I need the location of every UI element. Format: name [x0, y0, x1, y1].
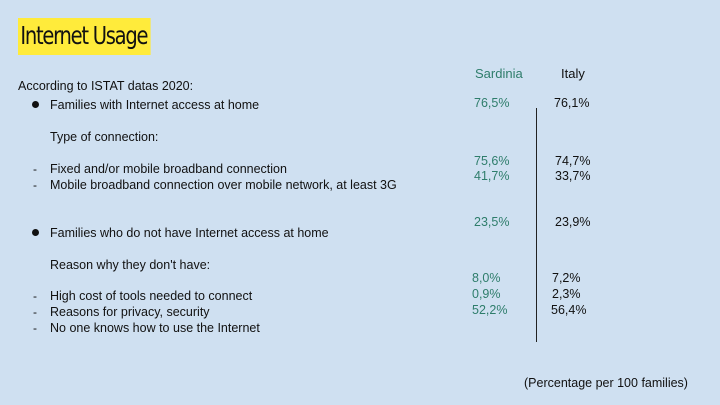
- dash-icon: -: [33, 162, 37, 176]
- row-broadband-label: Fixed and/or mobile broadband connection: [50, 162, 287, 176]
- dash-icon: -: [33, 321, 37, 335]
- column-header-sardinia: Sardinia: [475, 66, 523, 81]
- row-internet-access-italy: 76,1%: [554, 96, 590, 110]
- row-mobile-italy: 33,7%: [555, 169, 591, 183]
- reason-heading: Reason why they don't have:: [50, 258, 211, 272]
- dash-icon: -: [33, 178, 37, 192]
- column-divider: [536, 108, 537, 342]
- dash-icon: -: [33, 289, 37, 303]
- row-high-cost-label: High cost of tools needed to connect: [50, 289, 253, 303]
- row-no-one-knows-italy: 56,4%: [551, 303, 587, 317]
- row-mobile-label: Mobile broadband connection over mobile …: [50, 178, 397, 192]
- row-broadband-sardinia: 75,6%: [474, 154, 510, 168]
- row-high-cost-sardinia: 8,0%: [472, 271, 501, 285]
- column-header-italy: Italy: [561, 66, 585, 81]
- connection-heading: Type of connection:: [50, 130, 159, 144]
- row-privacy-label: Reasons for privacy, security: [50, 305, 210, 319]
- row-no-access-sardinia: 23,5%: [474, 215, 510, 229]
- row-mobile-sardinia: 41,7%: [474, 169, 510, 183]
- footnote: (Percentage per 100 families): [524, 376, 688, 390]
- row-no-access-label: Families who do not have Internet access…: [50, 226, 329, 240]
- dash-icon: -: [33, 305, 37, 319]
- row-privacy-sardinia: 0,9%: [472, 287, 501, 301]
- row-internet-access-sardinia: 76,5%: [474, 96, 510, 110]
- row-internet-access-label: Families with Internet access at home: [50, 98, 260, 112]
- row-high-cost-italy: 7,2%: [552, 271, 581, 285]
- bullet-icon: [32, 101, 39, 108]
- row-no-access-italy: 23,9%: [555, 215, 591, 229]
- row-no-one-knows-label: No one knows how to use the Internet: [50, 321, 260, 335]
- row-privacy-italy: 2,3%: [552, 287, 581, 301]
- row-no-one-knows-sardinia: 52,2%: [472, 303, 508, 317]
- row-broadband-italy: 74,7%: [555, 154, 591, 168]
- bullet-icon: [32, 229, 39, 236]
- intro-text: According to ISTAT datas 2020:: [18, 79, 194, 93]
- page-title: Internet Usage: [18, 18, 151, 55]
